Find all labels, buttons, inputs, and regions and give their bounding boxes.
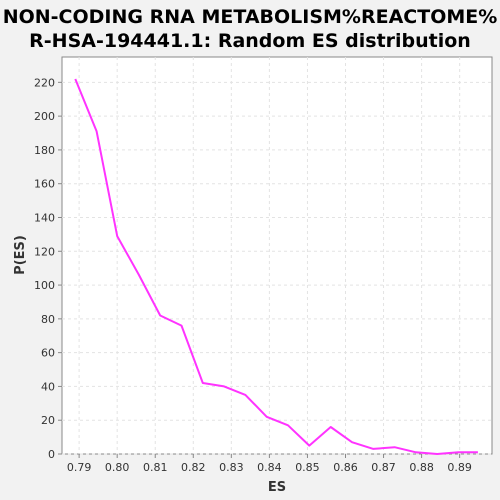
plot-area [61, 56, 493, 455]
x-tick-label: 0.85 [295, 461, 320, 474]
y-tick-label: 20 [41, 414, 55, 427]
y-tick-label: 140 [34, 211, 55, 224]
x-tick-label: 0.86 [333, 461, 358, 474]
x-tick-label: 0.83 [219, 461, 244, 474]
x-tick-label: 0.81 [143, 461, 168, 474]
axes: 0.79 0.80 0.81 0.82 0.83 0.84 0.85 0.86 0.87 0.88… [34, 76, 472, 474]
chart-title-line-1: NON-CODING RNA METABOLISM%REACTOME% [2, 6, 498, 28]
y-tick-label: 160 [34, 178, 55, 191]
y-axis-label: P(ES) [13, 235, 28, 275]
y-tick-label: 220 [34, 76, 55, 89]
y-tick-label: 0 [48, 448, 55, 461]
y-tick-label: 180 [34, 144, 55, 157]
y-tick-label: 80 [41, 313, 55, 326]
y-tick-label: 200 [34, 110, 55, 123]
x-tick-label: 0.88 [409, 461, 434, 474]
y-tick-label: 120 [34, 245, 55, 258]
y-tick-label: 60 [41, 347, 55, 360]
x-tick-label: 0.84 [257, 461, 282, 474]
series-layer [74, 78, 478, 455]
x-tick-label: 0.89 [447, 461, 472, 474]
x-tick-label: 0.87 [371, 461, 396, 474]
grid-lines [62, 57, 492, 455]
x-tick-label: 0.80 [105, 461, 130, 474]
y-tick-label: 100 [34, 279, 55, 292]
x-tick-label: 0.79 [67, 461, 92, 474]
y-tick-label: 40 [41, 380, 55, 393]
series-line [74, 78, 478, 455]
x-axis-label: ES [268, 480, 286, 495]
x-tick-label: 0.82 [181, 461, 206, 474]
chart-title-line-2: R-HSA-194441.1: Random ES distribution [29, 30, 471, 52]
